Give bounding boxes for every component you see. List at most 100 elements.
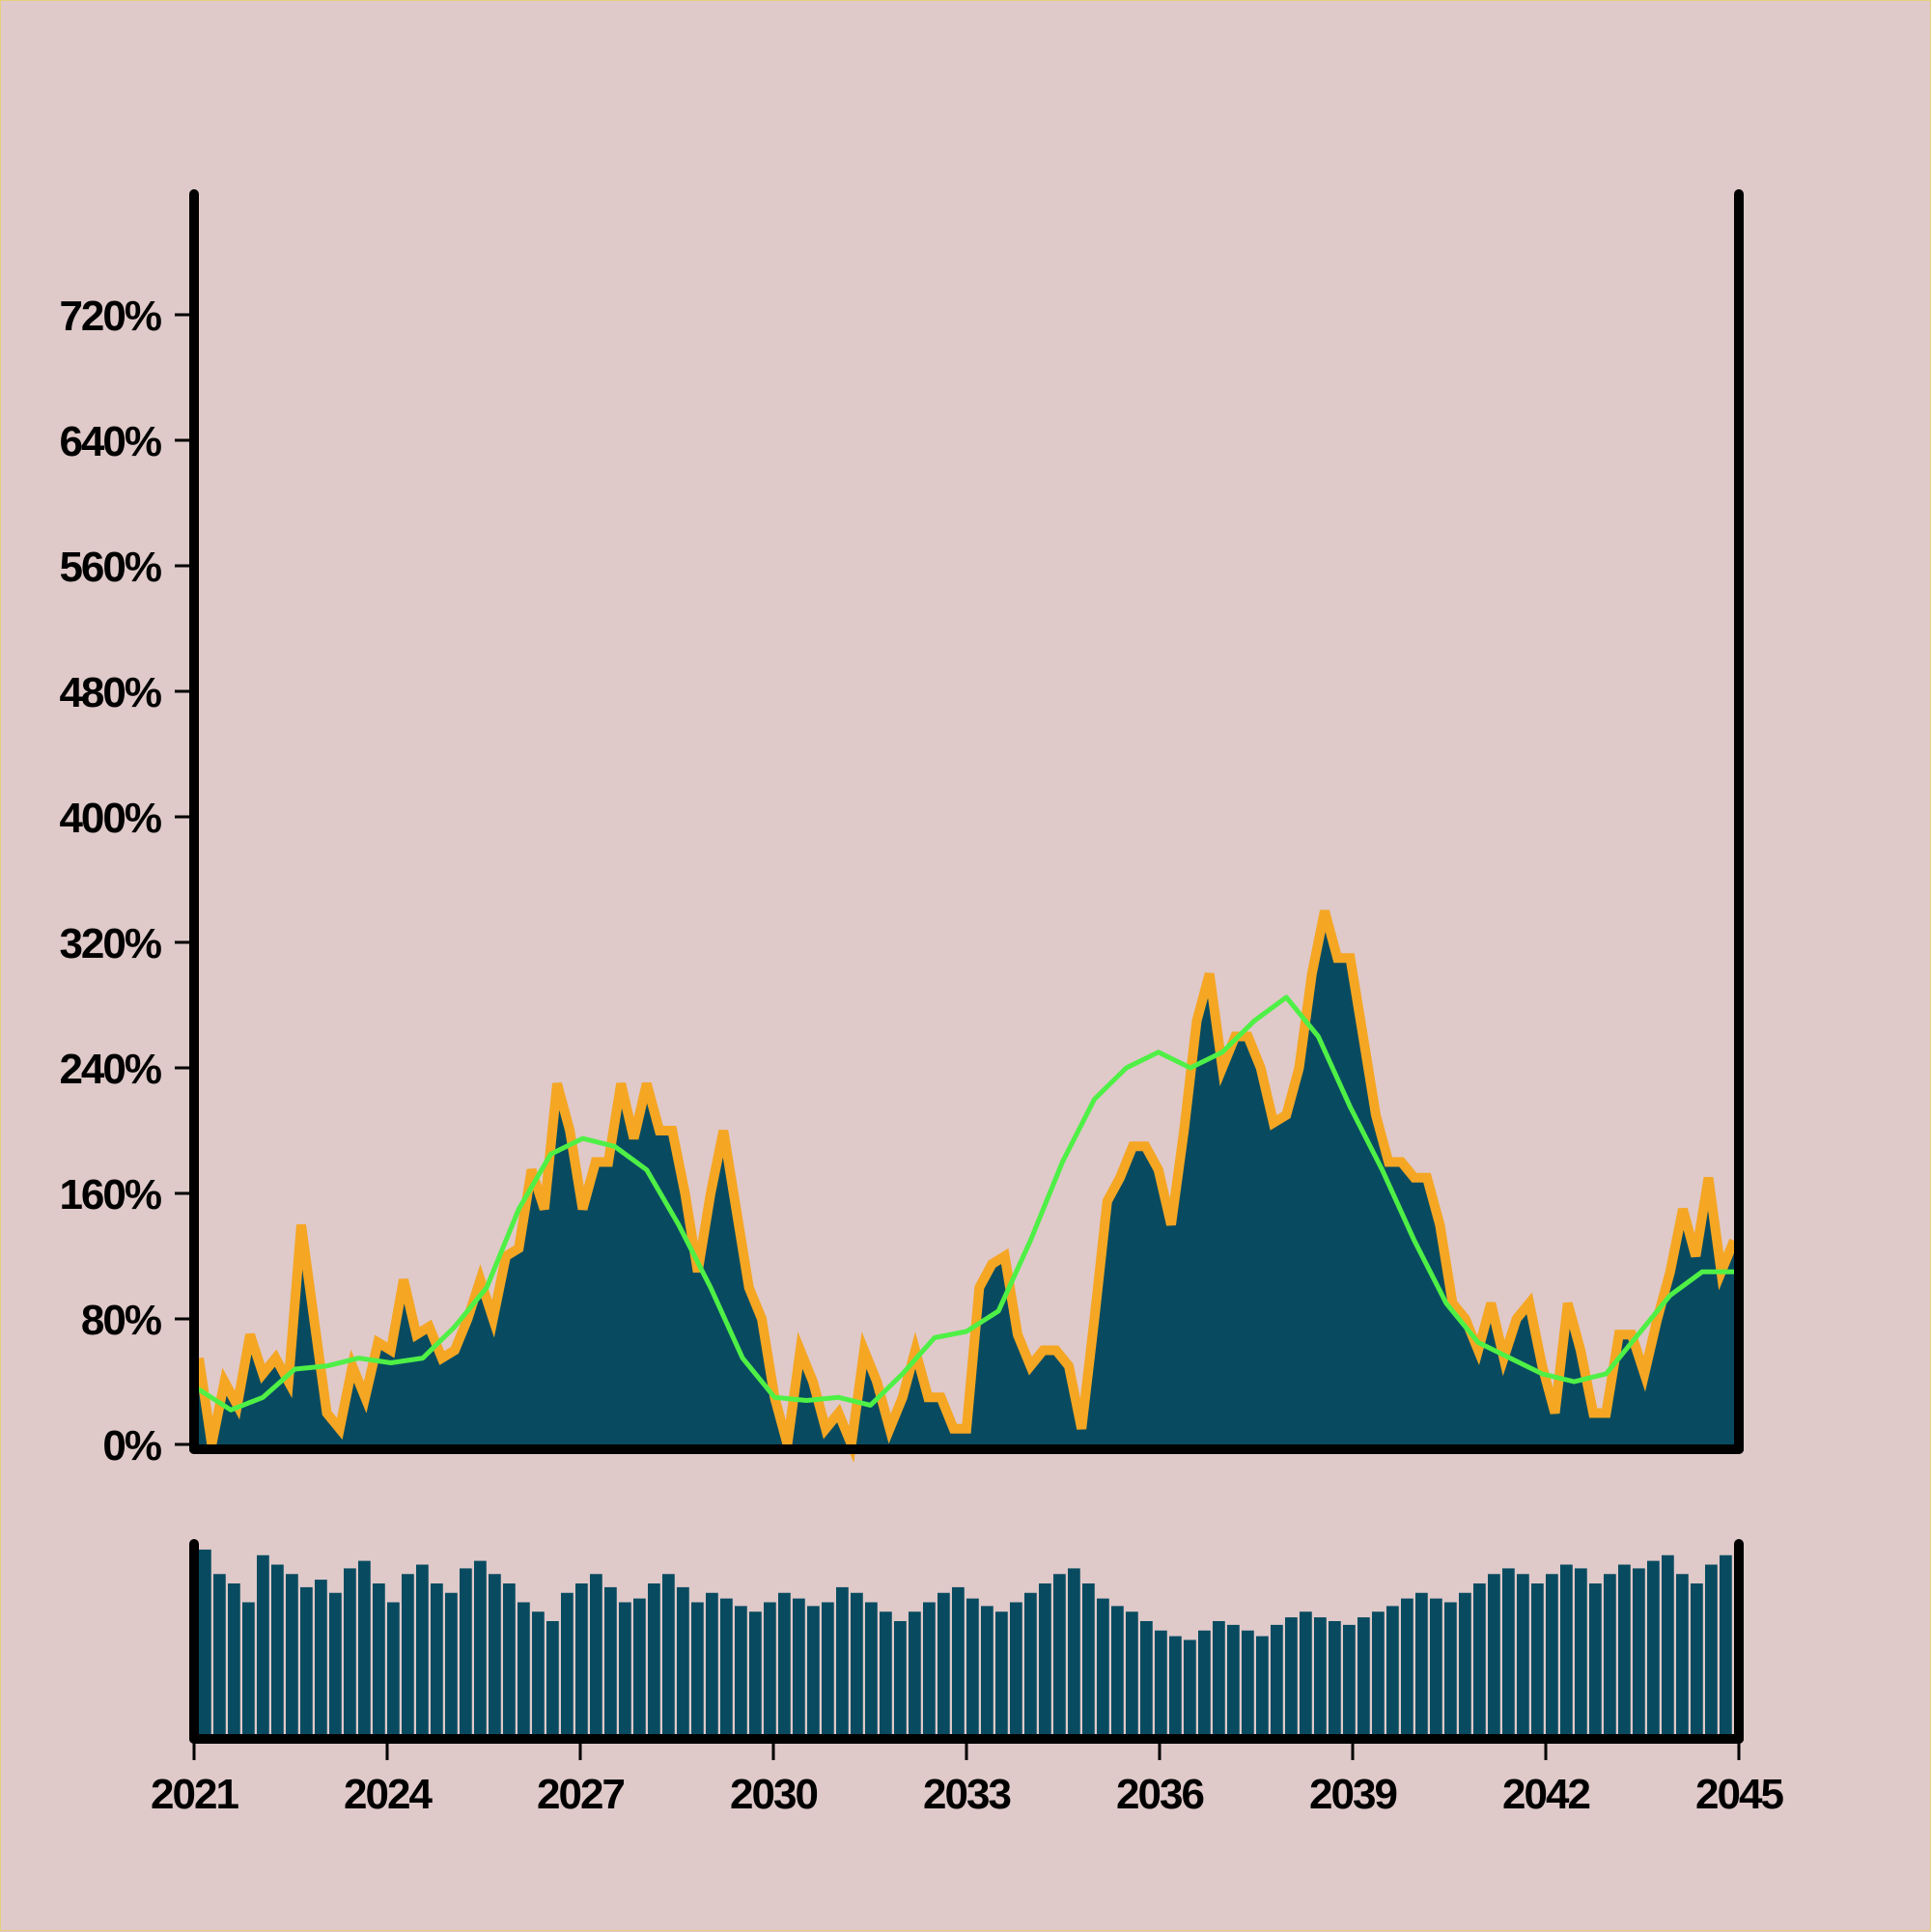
- x-ticks-layer: 2021 2024 2027 2030 2033 2036 2039 2042 2045: [151, 1739, 1785, 1818]
- volume-bar: [1227, 1624, 1240, 1734]
- volume-bar: [1473, 1583, 1486, 1734]
- volume-bar: [373, 1583, 385, 1734]
- axes-layer: [189, 189, 1744, 1744]
- volume-bar: [995, 1611, 1008, 1734]
- volume-bar: [431, 1583, 443, 1734]
- volume-bar: [575, 1583, 588, 1734]
- x-tick-label: 2045: [1695, 1771, 1783, 1818]
- x-tick-label: 2042: [1502, 1771, 1589, 1818]
- volume-bar: [271, 1564, 284, 1734]
- volume-bar: [1053, 1574, 1066, 1734]
- volume-bar: [199, 1549, 211, 1734]
- volume-bar: [1560, 1564, 1573, 1734]
- volume-bar: [662, 1574, 675, 1734]
- volume-bar: [822, 1602, 834, 1734]
- volume-bar: [764, 1602, 776, 1734]
- volume-bar: [909, 1611, 921, 1734]
- y-tick-label: 560%: [59, 544, 160, 591]
- volume-bar: [1213, 1621, 1225, 1734]
- value-area-edge: [194, 910, 1739, 1464]
- volume-bar: [894, 1621, 907, 1734]
- volume-bar: [300, 1586, 313, 1734]
- x-tick-label: 2039: [1309, 1771, 1396, 1818]
- y-tick-label: 400%: [59, 795, 160, 842]
- volume-bar: [1662, 1554, 1674, 1734]
- volume-bar: [1604, 1574, 1616, 1734]
- x-tick-label: 2021: [151, 1771, 238, 1818]
- x-tick-label: 2033: [923, 1771, 1010, 1818]
- volume-bar: [865, 1602, 878, 1734]
- x-tick-label: 2036: [1116, 1771, 1203, 1818]
- volume-bar: [677, 1586, 689, 1734]
- volume-bar: [691, 1602, 704, 1734]
- volume-bar: [1531, 1583, 1544, 1734]
- volume-bar: [286, 1574, 298, 1734]
- volume-bar: [329, 1592, 342, 1734]
- volume-bar: [1271, 1624, 1283, 1734]
- volume-bar: [1647, 1560, 1660, 1734]
- y-tick-label: 240%: [59, 1046, 160, 1093]
- volume-bar: [1372, 1611, 1385, 1734]
- volume-bar: [1097, 1598, 1109, 1734]
- volume-bar: [1691, 1583, 1703, 1734]
- volume-bar: [633, 1598, 646, 1734]
- volume-bar: [1488, 1574, 1500, 1734]
- volume-bar: [1256, 1636, 1269, 1734]
- volume-bar: [648, 1583, 660, 1734]
- volume-bar: [518, 1602, 530, 1734]
- volume-bar: [402, 1574, 414, 1734]
- volume-bar: [966, 1598, 979, 1734]
- volume-bars-layer: [199, 1549, 1732, 1734]
- volume-bar: [1198, 1630, 1211, 1734]
- y-tick-label: 720%: [59, 293, 160, 340]
- volume-bar: [228, 1583, 240, 1734]
- volume-bar: [1155, 1630, 1167, 1734]
- volume-bar: [923, 1602, 936, 1734]
- y-tick-label: 480%: [59, 669, 160, 716]
- volume-bar: [1575, 1568, 1587, 1734]
- x-tick-label: 2027: [537, 1771, 624, 1818]
- volume-bar: [1082, 1583, 1095, 1734]
- volume-bar: [1024, 1592, 1037, 1734]
- value-area-fill: [199, 910, 1734, 1444]
- volume-bar: [1039, 1583, 1051, 1734]
- volume-bar: [315, 1580, 327, 1734]
- volume-bar: [416, 1564, 429, 1734]
- volume-bar: [1386, 1606, 1399, 1734]
- moving-average-line: [196, 994, 1737, 1413]
- y-tick-label: 640%: [59, 418, 160, 465]
- volume-bar: [1633, 1568, 1645, 1734]
- volume-bar: [489, 1574, 501, 1734]
- volume-bar: [1502, 1568, 1515, 1734]
- x-tick-label: 2024: [344, 1771, 433, 1818]
- volume-bar: [1242, 1630, 1254, 1734]
- volume-bar: [445, 1592, 458, 1734]
- volume-bar: [1517, 1574, 1529, 1734]
- volume-bar: [735, 1606, 747, 1734]
- volume-bar: [1285, 1617, 1298, 1734]
- volume-bar: [1068, 1568, 1080, 1734]
- volume-bar: [1357, 1617, 1370, 1734]
- volume-bar: [807, 1606, 820, 1734]
- main-area-layer: [194, 910, 1739, 1464]
- volume-bar: [706, 1592, 718, 1734]
- volume-bar: [1329, 1621, 1341, 1734]
- volume-bar: [1343, 1624, 1356, 1734]
- y-tick-label: 80%: [81, 1297, 161, 1344]
- volume-bar: [1010, 1602, 1022, 1734]
- volume-bar: [1676, 1574, 1689, 1734]
- volume-bar: [344, 1568, 356, 1734]
- y-tick-label: 0%: [102, 1422, 160, 1470]
- volume-bar: [1444, 1602, 1457, 1734]
- volume-bar: [720, 1598, 733, 1734]
- volume-bar: [1401, 1598, 1413, 1734]
- volume-bar: [1111, 1606, 1124, 1734]
- volume-bar: [619, 1602, 631, 1734]
- volume-bar: [1720, 1554, 1732, 1734]
- y-tick-label: 160%: [59, 1171, 160, 1218]
- volume-bar: [213, 1574, 226, 1734]
- volume-bar: [836, 1586, 849, 1734]
- volume-bar: [778, 1592, 791, 1734]
